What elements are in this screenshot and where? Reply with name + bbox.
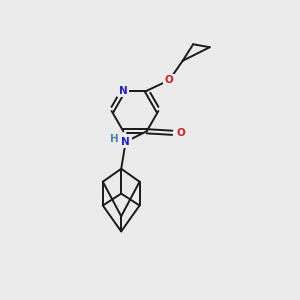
Text: N: N (119, 86, 128, 96)
Text: O: O (176, 128, 185, 138)
Text: O: O (165, 75, 174, 85)
Text: H: H (110, 134, 119, 144)
Text: N: N (121, 137, 130, 147)
